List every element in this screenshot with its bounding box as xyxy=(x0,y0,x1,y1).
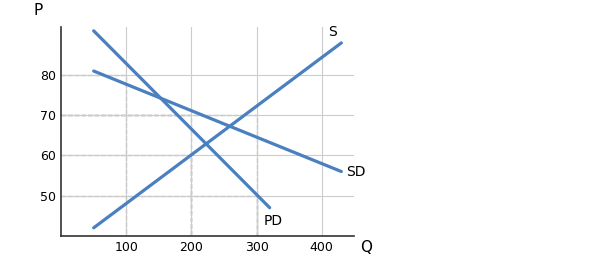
X-axis label: Q: Q xyxy=(360,240,372,255)
Text: S: S xyxy=(328,25,337,39)
Text: SD: SD xyxy=(346,165,366,178)
Y-axis label: P: P xyxy=(33,3,42,18)
Text: PD: PD xyxy=(263,214,282,228)
